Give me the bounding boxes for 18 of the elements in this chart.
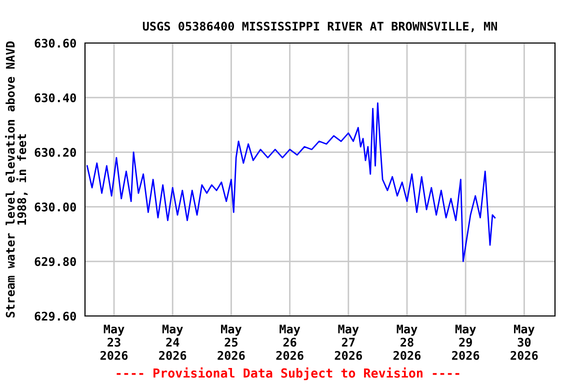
y-tick-label: 629.60 — [34, 312, 76, 321]
y-axis-title: Stream water level elevation above NAVD 1988, in feet — [4, 41, 28, 318]
x-tick-label: May 30 2026 — [510, 324, 538, 360]
text: ---- Provisional Data Subject to Revision ---- — [116, 367, 460, 380]
x-tick-label: May 25 2026 — [218, 324, 245, 360]
y-tick-label: 629.80 — [34, 257, 76, 266]
x-tick-label: May 28 2026 — [393, 324, 421, 360]
x-tick-label: May 23 2026 — [100, 324, 128, 360]
x-tick-label: May 24 2026 — [159, 324, 186, 360]
line-series — [86, 102, 496, 262]
y-tick-label: 630.60 — [34, 38, 76, 48]
y-tick-label: 630.20 — [34, 148, 76, 157]
x-tick-label: May 29 2026 — [452, 324, 480, 360]
y-tick-label: 630.00 — [34, 202, 76, 212]
x-tick-label: May 27 2026 — [334, 324, 362, 360]
x-tick-label: May 26 2026 — [276, 324, 304, 360]
chart-title: USGS 05386400 MISSISSIPPI RIVER AT BROWNSVILLE, MN — [142, 22, 497, 32]
y-tick-label: 630.40 — [34, 93, 76, 102]
